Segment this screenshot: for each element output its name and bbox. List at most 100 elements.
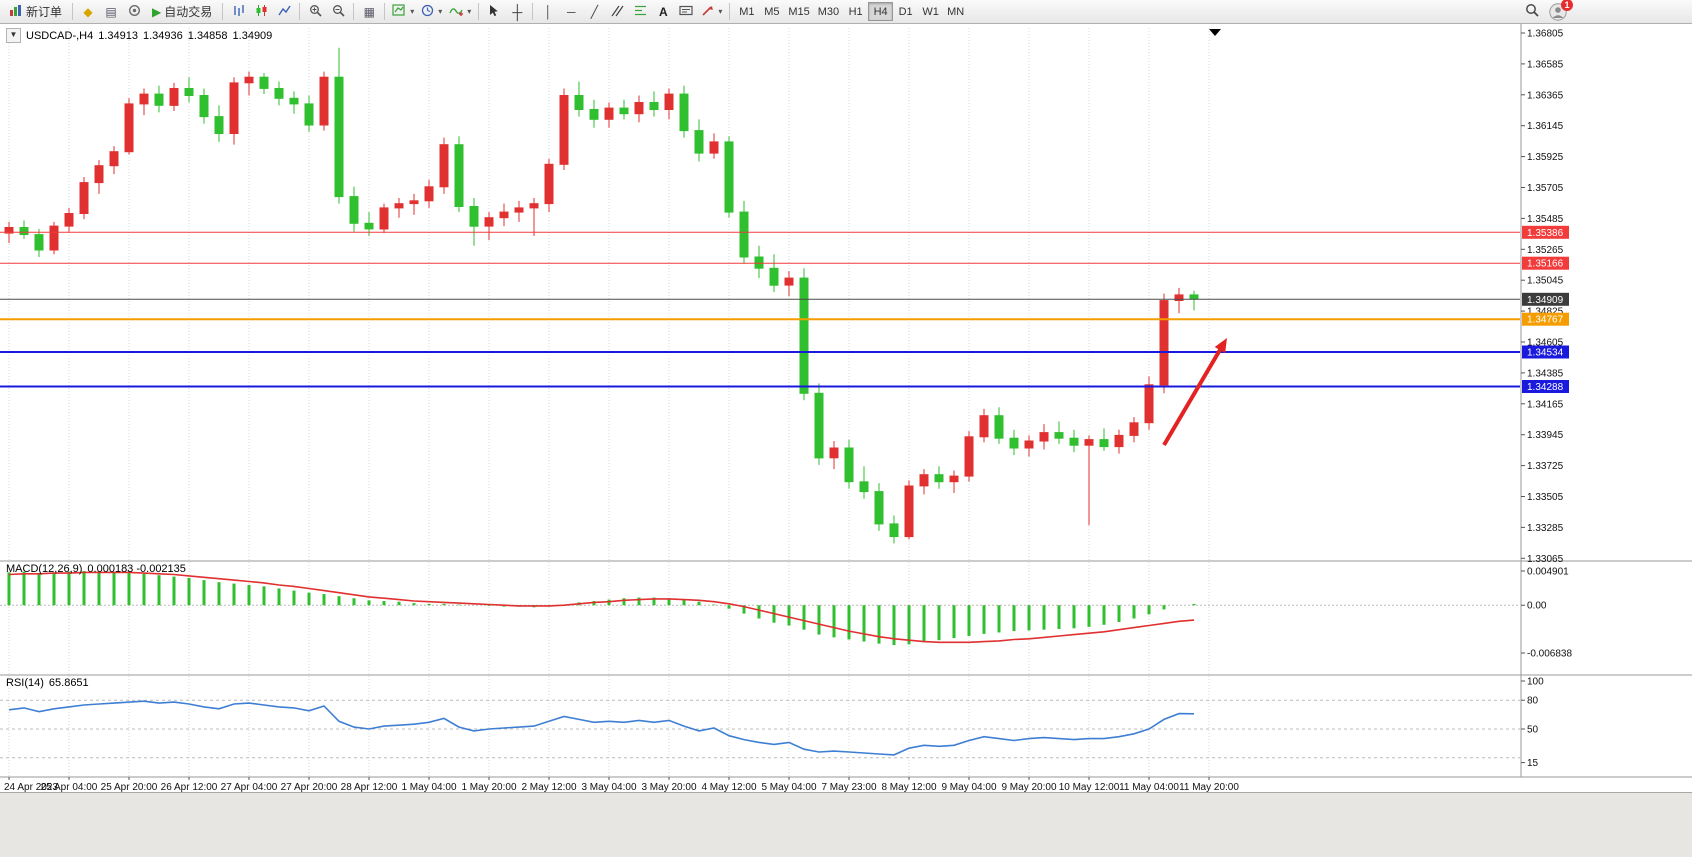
period-button[interactable]: ▾ <box>418 2 445 22</box>
hline-price-box <box>1522 312 1569 326</box>
svg-text:24 Apr 2023: 24 Apr 2023 <box>4 782 58 792</box>
timeframe-button-m1[interactable]: M1 <box>734 2 759 21</box>
timeframe-button-m30[interactable]: M30 <box>814 2 843 21</box>
profiles-button[interactable]: ▤ <box>100 2 122 22</box>
hline-price-box <box>1522 256 1569 270</box>
crosshair-button[interactable]: ┼ <box>506 2 528 22</box>
ohlc-high: 1.34936 <box>143 29 183 42</box>
tile-windows-icon: ▦ <box>363 4 375 19</box>
svg-text:4 May 12:00: 4 May 12:00 <box>701 782 756 792</box>
timeframe-button-h4[interactable]: H4 <box>868 2 894 21</box>
cursor-button[interactable] <box>483 2 505 22</box>
chart-bars-button[interactable] <box>227 2 249 22</box>
crosshair-icon: ┼ <box>512 3 523 20</box>
svg-text:1.33725: 1.33725 <box>1527 461 1564 472</box>
toolbar-separator <box>478 3 480 20</box>
chart-canvas[interactable]: 1.36805 1.36585 1.36365 1.36145 1.35925 1.357… <box>0 24 1692 792</box>
chart-shift-marker[interactable] <box>1209 29 1221 36</box>
chart-line-icon <box>278 4 291 20</box>
zoom-in-button[interactable] <box>304 2 326 22</box>
channel-icon <box>611 4 624 20</box>
arrows-tool-button[interactable]: ▾ <box>698 2 725 22</box>
svg-text:15: 15 <box>1527 758 1539 769</box>
ohlc-low: 1.34858 <box>187 29 228 42</box>
timeframe-button-m5[interactable]: M5 <box>759 2 784 21</box>
vline-tool-button[interactable]: │ <box>537 2 559 22</box>
timeframe-button-d1[interactable]: D1 <box>893 2 918 21</box>
ohlc-close: 1.34909 <box>232 29 273 42</box>
timeframe-button-m15[interactable]: M15 <box>784 2 813 21</box>
tile-windows-button[interactable]: ▦ <box>358 2 380 22</box>
hline-tool-button[interactable]: ─ <box>560 2 582 22</box>
hline-icon: ─ <box>567 4 576 19</box>
timeframe-button-h1[interactable]: H1 <box>843 2 868 21</box>
cursor-icon <box>488 4 500 20</box>
svg-text:1.34909: 1.34909 <box>1527 295 1564 306</box>
text-tool-icon: A <box>658 4 668 19</box>
svg-text:1.33505: 1.33505 <box>1527 492 1564 503</box>
main-toolbar: 新订单 ◆ ▤ ▶ 自动交易 ▦ ▾ ▾ ▾ ┼ │ ─ ╱ A ▾ M1 M5 M… <box>0 0 1692 24</box>
channel-tool-button[interactable] <box>606 2 628 22</box>
chart-window: 1.36805 1.36585 1.36365 1.36145 1.35925 1.357… <box>0 24 1692 792</box>
trend-arrow[interactable] <box>1162 342 1226 447</box>
fibonacci-icon <box>634 4 647 20</box>
current-price-box <box>1522 292 1569 306</box>
chart-title: ▼ USDCAD-,H4 1.34913 1.34936 1.34858 1.3… <box>6 28 272 43</box>
new-order-button[interactable]: 新订单 <box>3 2 68 22</box>
dropdown-icon: ▾ <box>467 7 472 16</box>
svg-text:8 May 12:00: 8 May 12:00 <box>881 782 936 792</box>
svg-text:1.33285: 1.33285 <box>1527 523 1564 534</box>
svg-text:27 Apr 04:00: 27 Apr 04:00 <box>221 782 278 792</box>
text-tool-button[interactable]: A <box>652 2 674 22</box>
diamond-icon: ◆ <box>83 4 93 19</box>
chart-line-button[interactable] <box>273 2 295 22</box>
arrows-tool-icon <box>701 4 714 20</box>
watchlist-button[interactable]: ◆ <box>77 2 99 22</box>
svg-text:0.00: 0.00 <box>1527 601 1547 612</box>
toolbar-separator <box>384 3 386 20</box>
svg-text:1.34534: 1.34534 <box>1527 347 1564 358</box>
zoom-out-button[interactable] <box>327 2 349 22</box>
svg-text:1.36365: 1.36365 <box>1527 90 1564 101</box>
svg-text:9 May 20:00: 9 May 20:00 <box>1001 782 1056 792</box>
svg-text:1.34165: 1.34165 <box>1527 399 1564 410</box>
svg-text:1.34288: 1.34288 <box>1527 382 1564 393</box>
trendline-tool-button[interactable]: ╱ <box>583 2 605 22</box>
rsi-label: RSI(14) <box>6 677 44 689</box>
svg-text:1.35705: 1.35705 <box>1527 183 1564 194</box>
toolbar-separator <box>729 3 731 20</box>
clock-icon <box>421 4 434 20</box>
svg-text:1.33065: 1.33065 <box>1527 554 1564 565</box>
svg-text:7 May 23:00: 7 May 23:00 <box>821 782 876 792</box>
timeframe-button-mn[interactable]: MN <box>943 2 968 21</box>
sound-button[interactable] <box>123 2 145 22</box>
svg-text:-0.006838: -0.006838 <box>1527 649 1572 660</box>
dropdown-icon: ▾ <box>718 7 723 16</box>
notification-badge[interactable]: 1 <box>1561 0 1573 11</box>
chart-candles-icon <box>255 4 268 20</box>
toolbar-separator <box>353 3 355 20</box>
svg-text:1.34767: 1.34767 <box>1527 315 1564 326</box>
zoom-in-icon <box>309 4 322 20</box>
svg-text:27 Apr 20:00: 27 Apr 20:00 <box>281 782 338 792</box>
search-button[interactable] <box>1521 2 1543 22</box>
macd-indicator-label: MACD(12,26,9) 0.000183 -0.002135 <box>6 563 186 575</box>
indicators-button[interactable]: ▾ <box>446 2 474 22</box>
svg-text:80: 80 <box>1527 696 1539 707</box>
svg-text:11 May 04:00: 11 May 04:00 <box>1119 782 1179 792</box>
account-avatar[interactable]: 1 <box>1549 0 1573 21</box>
timeframe-group: M1 M5 M15 M30 H1 H4 D1 W1 MN <box>734 2 968 21</box>
timeframe-button-w1[interactable]: W1 <box>918 2 943 21</box>
toolbar-separator <box>532 3 534 20</box>
svg-text:5 May 04:00: 5 May 04:00 <box>761 782 816 792</box>
label-tool-button[interactable] <box>675 2 697 22</box>
svg-text:50: 50 <box>1527 725 1539 736</box>
hline-price-box <box>1522 345 1569 359</box>
symbol-dropdown-icon[interactable]: ▼ <box>6 28 21 43</box>
autotrade-button[interactable]: ▶ 自动交易 <box>146 2 218 22</box>
fibonacci-tool-button[interactable] <box>629 2 651 22</box>
indicators-icon <box>449 4 464 20</box>
chart-candles-button[interactable] <box>250 2 272 22</box>
dropdown-icon: ▾ <box>438 7 443 16</box>
templates-button[interactable]: ▾ <box>389 2 417 22</box>
